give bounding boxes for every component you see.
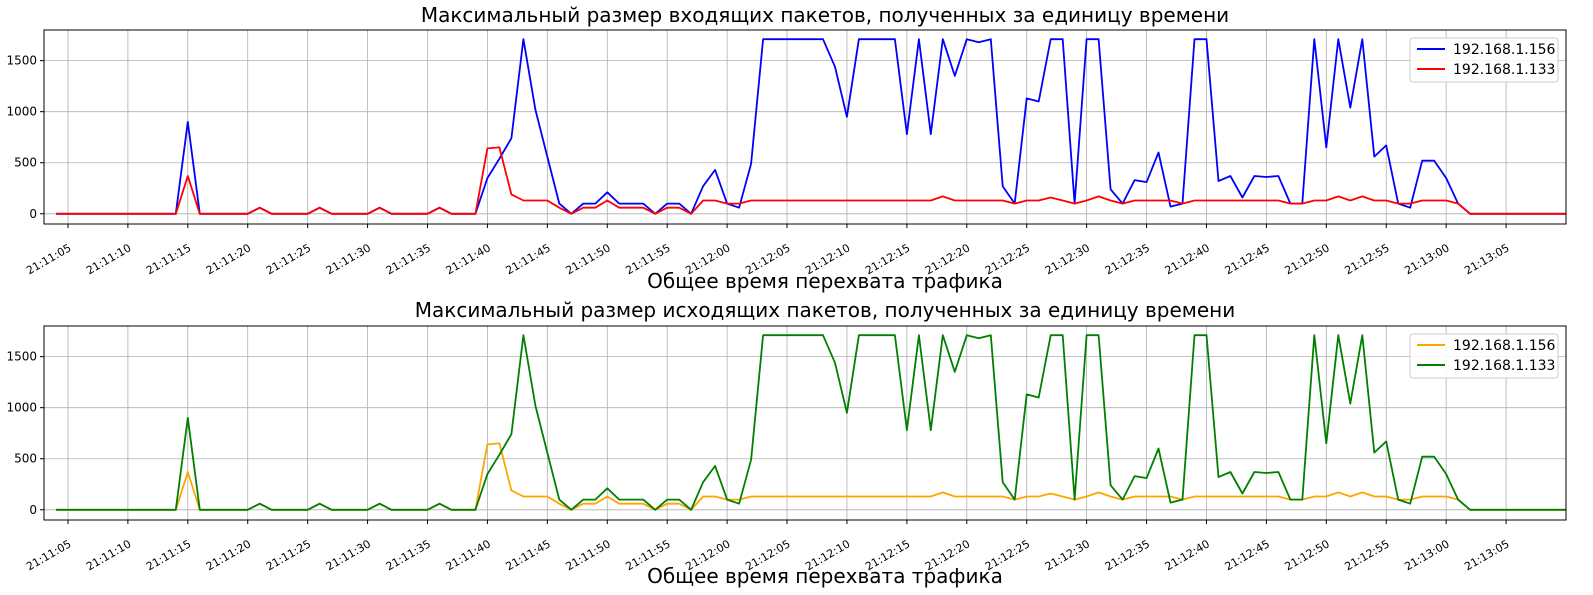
x-tick-label: 21:12:40 [1163,241,1212,277]
x-tick-label: 21:11:30 [324,241,373,277]
series-line-2 [56,334,1566,511]
x-tick-label: 21:11:15 [144,241,193,277]
y-tick-label: 500 [14,156,37,170]
x-tick-label: 21:12:45 [1223,537,1272,573]
x-tick-label: 21:11:40 [444,537,493,573]
x-tick-label: 21:12:35 [1103,241,1152,277]
y-tick-label: 1000 [6,105,37,119]
y-tick-label: 0 [29,503,37,517]
plot-frame [43,325,1567,521]
x-tick-label: 21:13:00 [1402,537,1451,573]
x-tick-label: 21:11:05 [24,241,73,277]
x-tick-label: 21:12:55 [1342,537,1391,573]
x-tick-label: 21:11:20 [204,241,253,277]
y-tick-label: 0 [29,207,37,221]
x-tick-label: 21:12:40 [1163,537,1212,573]
x-tick-label: 21:11:20 [204,537,253,573]
legend-label: 192.168.1.133 [1453,358,1555,374]
x-tick-label: 21:11:50 [563,537,612,573]
legend-label: 192.168.1.133 [1453,62,1555,78]
x-tick-label: 21:11:15 [144,537,193,573]
legend-box [1409,333,1559,379]
legend: 192.168.1.156 192.168.1.133 [1409,333,1559,379]
x-tick-label: 21:12:55 [1342,241,1391,277]
chart-1: Максимальный размер входящих пакетов, по… [6,3,1567,293]
y-tick-label: 500 [14,452,37,466]
x-tick-label: 21:11:25 [264,241,313,277]
x-tick-label: 21:11:35 [384,241,433,277]
x-tick-label: 21:12:30 [1043,241,1092,277]
series-line-1 [56,442,1566,511]
x-tick-label: 21:12:45 [1223,241,1272,277]
legend-label: 192.168.1.156 [1453,338,1556,354]
legend-box [1409,37,1559,83]
x-tick-label: 21:11:35 [384,537,433,573]
x-axis-label: Общее время перехвата трафика [647,564,1003,588]
x-tick-label: 21:12:50 [1283,537,1332,573]
x-tick-label: 21:12:30 [1043,537,1092,573]
series-line-2 [56,146,1566,215]
x-tick-label: 21:11:25 [264,537,313,573]
legend-label: 192.168.1.156 [1453,42,1556,58]
plot-frame [43,29,1567,225]
x-tick-label: 21:13:05 [1462,537,1511,573]
x-tick-label: 21:13:00 [1402,241,1451,277]
x-tick-label: 21:12:35 [1103,537,1152,573]
y-tick-label: 1000 [6,401,37,415]
chart-title: Максимальный размер входящих пакетов, по… [421,3,1229,27]
y-tick-label: 1500 [6,350,37,364]
chart-2: Максимальный размер исходящих пакетов, п… [6,298,1567,588]
series-line-1 [56,38,1566,215]
x-tick-label: 21:12:50 [1283,241,1332,277]
x-tick-label: 21:11:10 [84,537,133,573]
x-tick-label: 21:11:30 [324,537,373,573]
x-tick-label: 21:11:45 [504,537,553,573]
x-tick-label: 21:11:45 [504,241,553,277]
chart-title: Максимальный размер исходящих пакетов, п… [415,298,1236,322]
x-tick-label: 21:11:10 [84,241,133,277]
legend: 192.168.1.156 192.168.1.133 [1409,37,1559,83]
x-tick-label: 21:11:05 [24,537,73,573]
x-tick-label: 21:11:40 [444,241,493,277]
y-tick-label: 1500 [6,54,37,68]
x-axis-label: Общее время перехвата трафика [647,269,1003,293]
x-tick-label: 21:13:05 [1462,241,1511,277]
x-tick-label: 21:11:50 [563,241,612,277]
